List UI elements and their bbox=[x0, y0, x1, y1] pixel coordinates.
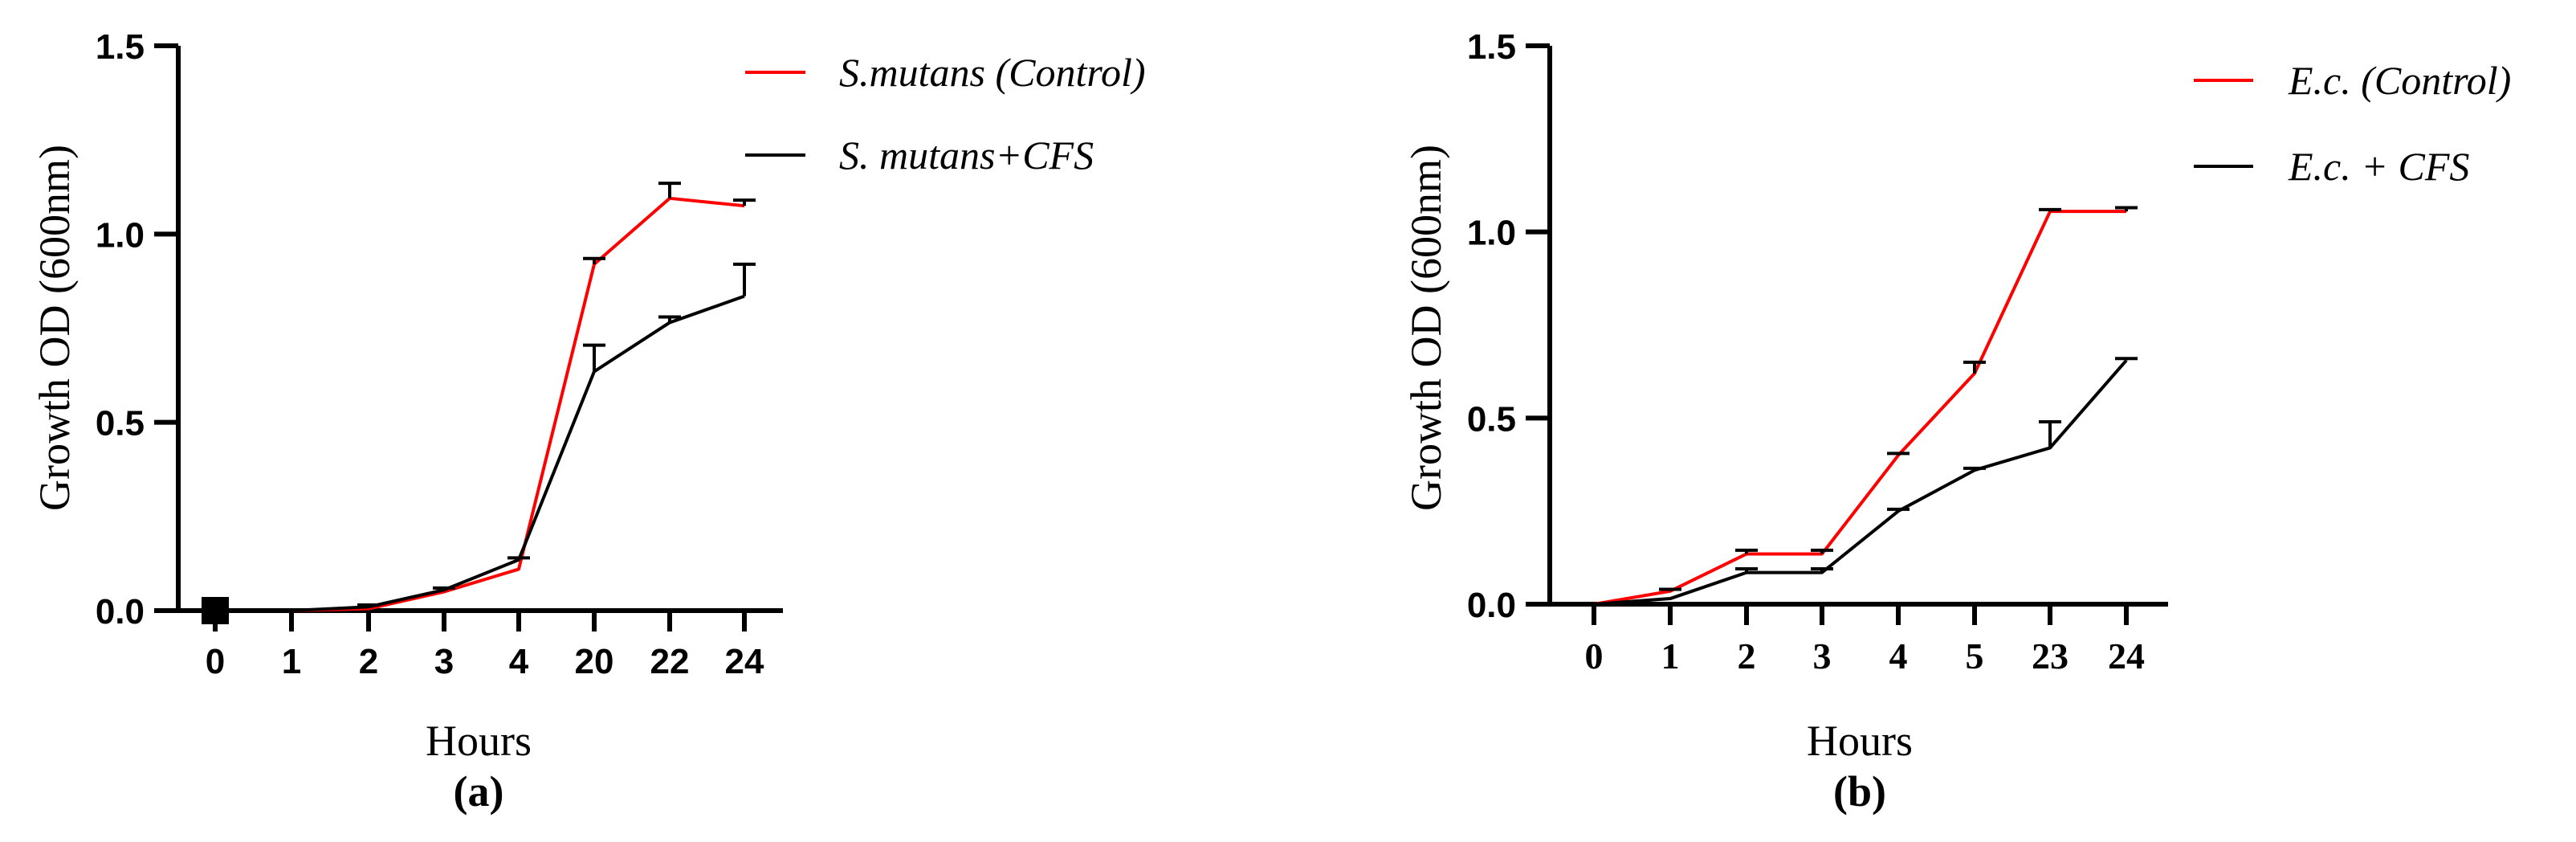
y-axis-title: Growth OD (600nm) bbox=[1402, 145, 1450, 511]
x-tick-label: 20 bbox=[575, 642, 614, 681]
legend-label: E.c. + CFS bbox=[2288, 144, 2469, 189]
x-tick-label: 0 bbox=[1585, 636, 1604, 676]
series-line bbox=[215, 196, 745, 612]
series-line bbox=[1593, 210, 2126, 606]
x-axis-title: Hours bbox=[426, 717, 532, 765]
x-tick-label: 3 bbox=[1813, 636, 1832, 676]
x-tick-label: 24 bbox=[2108, 636, 2145, 676]
legend-label: S. mutans+CFS bbox=[839, 133, 1094, 178]
series-control bbox=[1593, 206, 2138, 606]
series-cfs bbox=[204, 262, 756, 612]
data-point bbox=[518, 568, 520, 570]
y-tick-label: 1.5 bbox=[96, 27, 145, 67]
y-axis-title: Growth OD (600nm) bbox=[31, 145, 79, 511]
x-tick-label: 24 bbox=[725, 642, 764, 681]
x-tick-label: 23 bbox=[2032, 636, 2069, 676]
x-tick-label: 3 bbox=[434, 642, 454, 681]
x-tick-label: 1 bbox=[282, 642, 301, 681]
x-tick-label: 5 bbox=[1966, 636, 1984, 676]
series-line bbox=[215, 294, 745, 612]
series-control bbox=[204, 182, 756, 612]
x-tick-label: 0 bbox=[206, 642, 225, 681]
y-tick-label: 0.5 bbox=[1467, 399, 1516, 439]
chart-panel-a: 0.0 0.5 1.0 1.5 0 1 2 3 4 20 22 24 Hours Growth OD (6… bbox=[31, 27, 1146, 815]
legend-label: E.c. (Control) bbox=[2288, 58, 2511, 103]
panel-label: (a) bbox=[454, 767, 504, 815]
y-tick-label: 1.0 bbox=[1467, 214, 1516, 253]
series-cfs bbox=[1593, 357, 2138, 606]
data-point bbox=[1593, 603, 1595, 605]
x-tick-label: 2 bbox=[1738, 636, 1756, 676]
x-tick-label: 2 bbox=[359, 642, 378, 681]
x-tick-label: 22 bbox=[650, 642, 690, 681]
series-line bbox=[1593, 359, 2128, 606]
x-tick-label: 4 bbox=[509, 642, 529, 681]
y-tick-label: 0.0 bbox=[96, 592, 145, 632]
legend-label: S.mutans (Control) bbox=[839, 50, 1146, 95]
x-axis-title: Hours bbox=[1807, 717, 1913, 765]
y-tick-label: 1.0 bbox=[96, 215, 145, 255]
y-tick-label: 0.5 bbox=[96, 404, 145, 443]
zero-marker bbox=[202, 597, 229, 624]
x-tick-label: 1 bbox=[1661, 636, 1680, 676]
y-tick-label: 1.5 bbox=[1467, 27, 1516, 67]
y-tick-label: 0.0 bbox=[1467, 586, 1516, 625]
panel-label: (b) bbox=[1833, 767, 1886, 815]
x-tick-label: 4 bbox=[1889, 636, 1908, 676]
